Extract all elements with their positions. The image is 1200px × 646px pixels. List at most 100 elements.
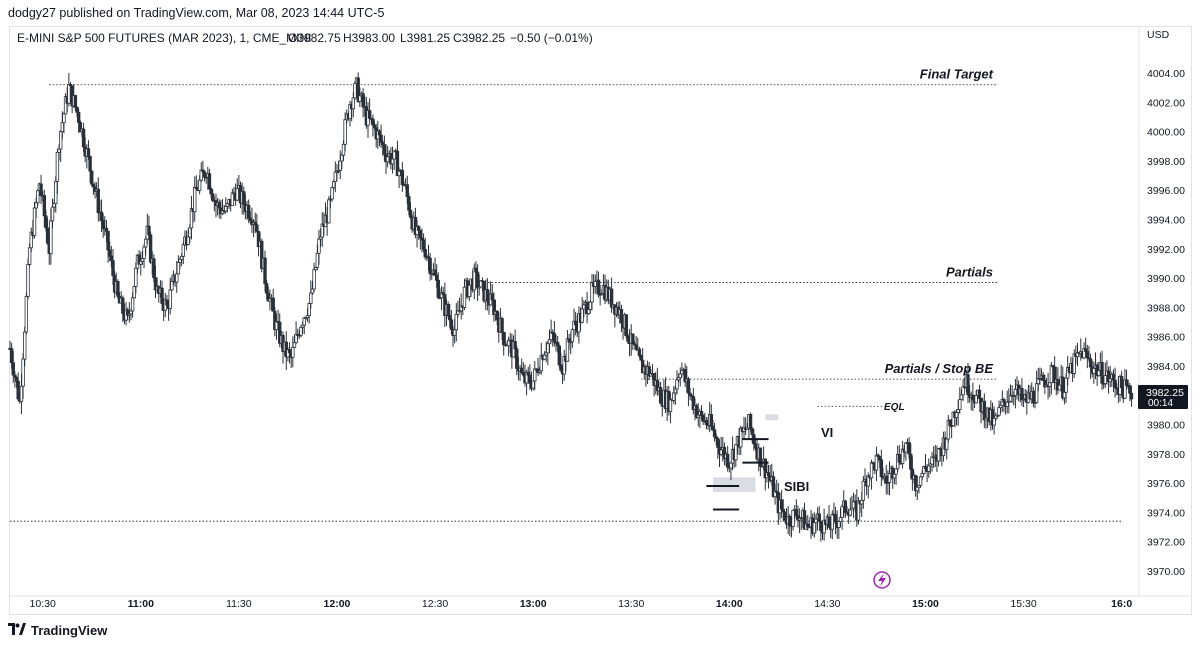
candle [923, 453, 928, 471]
candle-body [779, 499, 784, 510]
candle-body [904, 442, 908, 453]
gap-box [712, 477, 756, 492]
candle [904, 442, 908, 461]
candle-body [547, 339, 552, 345]
candle-body [379, 134, 383, 143]
legend-close: C3982.25 [453, 31, 505, 45]
candle [655, 367, 660, 396]
candle-body [407, 196, 411, 211]
candle-body [91, 183, 96, 188]
candle-body [542, 354, 547, 360]
candle-body [263, 257, 267, 285]
candle [869, 459, 874, 490]
price-tick-label: 3970.00 [1147, 566, 1185, 578]
candle-body [878, 456, 882, 461]
candle [400, 162, 405, 192]
candle-body [909, 453, 913, 470]
candle-body [704, 419, 709, 426]
candle [704, 417, 709, 430]
candle-body [519, 367, 524, 373]
candle [990, 402, 995, 430]
candle [946, 415, 951, 443]
candle-body [729, 462, 733, 469]
candle-body [436, 279, 441, 298]
candle-body [1005, 401, 1009, 407]
candle-body [121, 297, 125, 314]
time-tick-label: 14:00 [716, 598, 743, 610]
candle [1013, 379, 1018, 409]
candle-body [57, 148, 61, 153]
candle-body [639, 355, 643, 361]
candle-body [945, 438, 949, 450]
last-price: 3982.25 [1146, 387, 1184, 399]
candle-body [531, 380, 535, 389]
candle-body [292, 342, 297, 348]
candle-body [382, 144, 387, 155]
candle [58, 130, 63, 163]
candle-body [353, 83, 357, 99]
time-tick-label: 12:30 [422, 598, 448, 610]
candle-body [54, 180, 58, 204]
candle [320, 212, 324, 247]
candle [997, 400, 1001, 417]
candle-body [385, 156, 390, 163]
candle [1034, 370, 1039, 404]
candle [936, 448, 941, 467]
candle-body [680, 370, 684, 375]
candle-body [843, 500, 848, 513]
candle [485, 278, 490, 311]
candle-body [840, 506, 844, 518]
candle-body [624, 314, 629, 337]
candle-body [1113, 379, 1117, 389]
candle [900, 440, 905, 469]
candle-body [668, 398, 673, 412]
candle-body [971, 394, 975, 401]
candle [1113, 367, 1117, 398]
candle-body [582, 304, 586, 310]
candlestick-chart[interactable]: Final Target Partials Partials / Stop BE EQ… [0, 0, 1200, 620]
candle-body [24, 296, 29, 333]
candle-body [675, 379, 679, 390]
candle-body [711, 425, 715, 431]
candle-body [397, 170, 401, 177]
chart-frame[interactable] [9, 26, 1192, 615]
candle-body [207, 173, 212, 190]
candle-body [892, 473, 897, 479]
candle-body [559, 364, 563, 371]
candle [338, 150, 342, 180]
candle-body [242, 191, 246, 205]
candle-body [587, 309, 591, 315]
lightning-icon[interactable] [873, 571, 891, 589]
candle [220, 199, 225, 215]
candle-body [62, 113, 66, 124]
candle-body [966, 374, 970, 395]
annotation-label: Partials / Stop BE [885, 361, 994, 376]
candle-body [766, 472, 771, 477]
candle [639, 354, 643, 361]
candle [531, 380, 535, 391]
tradingview-logo[interactable]: TradingView [8, 622, 107, 639]
candle-body [55, 151, 60, 182]
candle-body [626, 335, 630, 342]
candle [1020, 378, 1024, 407]
annotation-label: SIBI [784, 479, 809, 494]
candle-body [1129, 392, 1134, 400]
candle [565, 330, 570, 362]
candle [982, 393, 987, 428]
candle-body [1062, 391, 1067, 399]
candle-body [1119, 376, 1124, 389]
candle-body [19, 385, 24, 402]
candle-body [148, 234, 153, 263]
candle [913, 474, 918, 497]
candle-body [142, 246, 146, 259]
candle-body [502, 332, 506, 346]
candle-body [73, 95, 78, 108]
candle [433, 257, 437, 277]
annotation-label: Partials [946, 264, 993, 279]
candle-body [1064, 377, 1068, 393]
candle [837, 520, 841, 540]
price-tick-label: 3994.00 [1147, 214, 1185, 226]
candle-body [686, 378, 691, 394]
candle [686, 376, 691, 407]
candle [181, 242, 185, 265]
